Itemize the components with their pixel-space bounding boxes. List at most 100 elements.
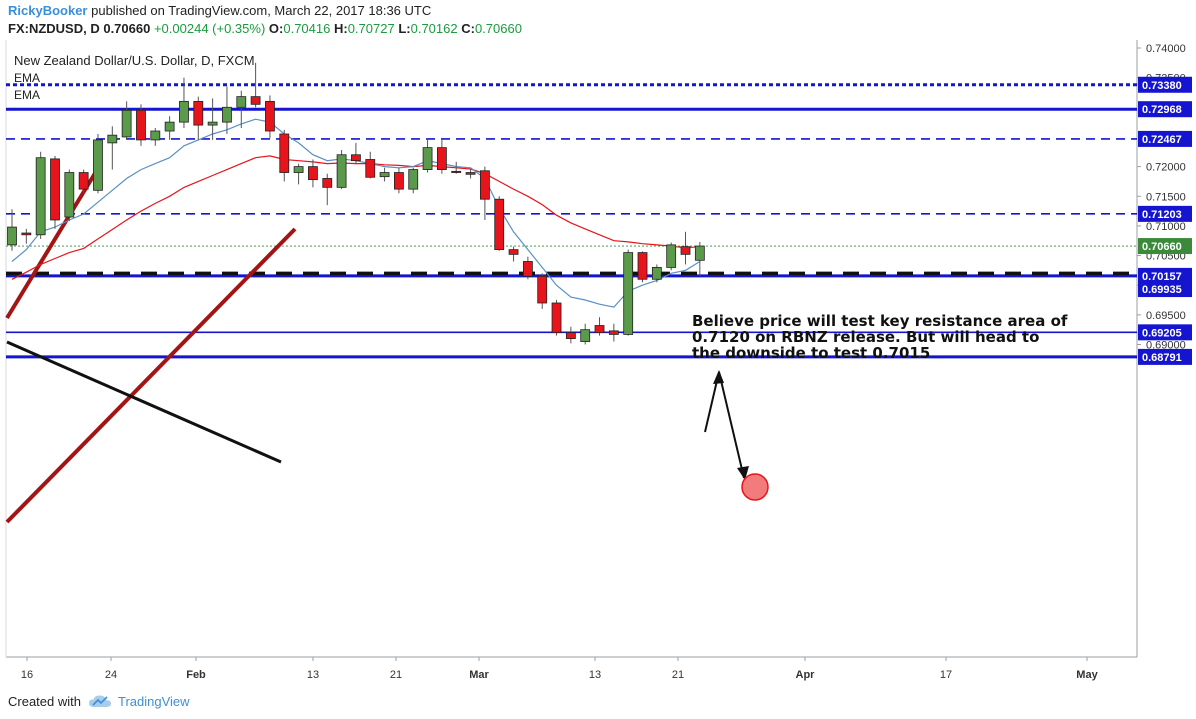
projection-arrows[interactable] <box>704 370 769 501</box>
level-tag-label: 0.69205 <box>1142 327 1182 339</box>
candle-body <box>451 170 462 173</box>
chart-legend: New Zealand Dollar/U.S. Dollar, D, FXCM … <box>14 53 255 102</box>
candle-body <box>666 244 677 268</box>
candle-12 <box>179 77 189 129</box>
candle-body <box>394 172 404 190</box>
candle-body <box>694 245 705 261</box>
candle-43 <box>623 249 634 336</box>
candle-body <box>479 170 490 200</box>
price-chart[interactable]: Believe price will test key resistance a… <box>0 40 1196 686</box>
candle-41 <box>594 317 605 336</box>
level-tag-bg <box>1138 130 1192 147</box>
candle-44 <box>637 251 648 283</box>
downtrend-line[interactable] <box>6 340 282 464</box>
candle-4 <box>64 169 75 222</box>
candle-body <box>308 166 318 181</box>
candle-38 <box>551 300 562 336</box>
candle-body <box>93 139 103 191</box>
annotation-line-3: the downside to test 0.7015 <box>692 344 930 362</box>
high-label: H: <box>333 21 348 36</box>
candle-body <box>408 169 419 190</box>
level-tag-bg <box>1138 205 1192 222</box>
x-tick-label: 16 <box>21 669 33 681</box>
chart-header: RickyBooker published on TradingView.com… <box>0 0 1196 40</box>
candle-body <box>193 100 204 126</box>
candle-3 <box>50 155 60 229</box>
candle-48 <box>694 241 705 276</box>
x-tick-label: 13 <box>589 669 601 681</box>
candle-33 <box>479 166 490 220</box>
upper-trend-channel-line[interactable] <box>5 168 99 320</box>
candle-body <box>508 249 519 255</box>
candle-body <box>236 96 247 108</box>
current-price-tag-label: 0.70660 <box>1142 241 1182 253</box>
candle-body <box>179 100 189 123</box>
candle-body <box>422 147 433 170</box>
candle-46 <box>666 242 677 271</box>
candle-body <box>35 157 46 236</box>
candle-body <box>680 246 691 255</box>
time-axis-ticks: 16 24 Feb 13 21 Mar 13 21 Apr 17 May <box>21 657 1099 681</box>
tradingview-brand-label: TradingView <box>118 693 190 709</box>
level-tag-label: 0.71203 <box>1142 209 1182 221</box>
candle-37 <box>537 273 548 309</box>
x-tick-label: 13 <box>307 669 319 681</box>
candle-body <box>322 178 333 188</box>
candle-body <box>551 302 562 334</box>
author-name[interactable]: RickyBooker <box>8 3 88 18</box>
publish-info: published on TradingView.com, March 22, … <box>91 3 432 18</box>
level-tag-bg <box>1138 101 1192 118</box>
candle-45 <box>651 264 662 283</box>
candle-47 <box>680 231 691 265</box>
candle-8 <box>121 101 132 140</box>
candle-body <box>164 121 175 132</box>
arrow-head-up-icon <box>713 370 724 384</box>
y-tick-label: 0.69000 <box>1146 340 1186 352</box>
candle-body <box>279 133 290 173</box>
candle-14 <box>207 98 218 140</box>
candle-27 <box>394 167 404 194</box>
legend-title: New Zealand Dollar/U.S. Dollar, D, FXCM <box>14 53 255 68</box>
candle-22 <box>322 173 333 206</box>
level-tag-bg <box>1138 281 1192 298</box>
trendlines[interactable] <box>5 168 297 524</box>
candle-9 <box>136 104 146 146</box>
candle-body <box>580 329 591 342</box>
candle-29 <box>422 138 433 173</box>
candle-42 <box>608 323 619 342</box>
tradingview-brand[interactable]: TradingView <box>88 690 190 712</box>
x-tick-label: Apr <box>796 669 816 681</box>
level-tag-bg <box>1138 267 1192 284</box>
x-tick-label: 21 <box>390 669 402 681</box>
candle-body <box>250 96 261 105</box>
candle-body <box>7 226 17 246</box>
close-value: 0.70660 <box>474 21 522 36</box>
level-tag-bg <box>1138 76 1192 93</box>
annotation-text[interactable]: Believe price will test key resistance a… <box>692 312 1068 362</box>
open-label: O: <box>268 21 284 36</box>
level-tag-label: 0.73380 <box>1142 80 1182 92</box>
level-tag-label: 0.68791 <box>1142 352 1182 364</box>
last-price: 0.70660 <box>103 21 151 36</box>
target-circle[interactable] <box>741 473 769 501</box>
candle-24 <box>351 142 361 164</box>
candle-body <box>522 261 533 277</box>
lower-trend-channel-line[interactable] <box>5 227 297 524</box>
candle-body <box>21 232 32 236</box>
candle-body <box>50 158 60 221</box>
x-tick-label: Feb <box>186 669 206 681</box>
candle-20 <box>293 163 304 185</box>
x-tick-label: 21 <box>672 669 684 681</box>
y-tick-label: 0.72000 <box>1146 162 1186 174</box>
level-tag-bg <box>1138 348 1192 365</box>
candle-body <box>608 330 619 335</box>
y-tick-label: 0.71500 <box>1146 191 1186 203</box>
symbol-line: FX:NZDUSD, D 0.70660 +0.00244 (+0.35%) O… <box>8 21 522 36</box>
y-tick-label: 0.71000 <box>1146 221 1186 233</box>
candlestick-series <box>7 62 705 345</box>
candle-0 <box>7 209 17 251</box>
candle-39 <box>565 326 576 344</box>
y-tick-label: 0.69500 <box>1146 310 1186 322</box>
candle-19 <box>279 129 290 182</box>
low-label: L: <box>398 21 411 36</box>
